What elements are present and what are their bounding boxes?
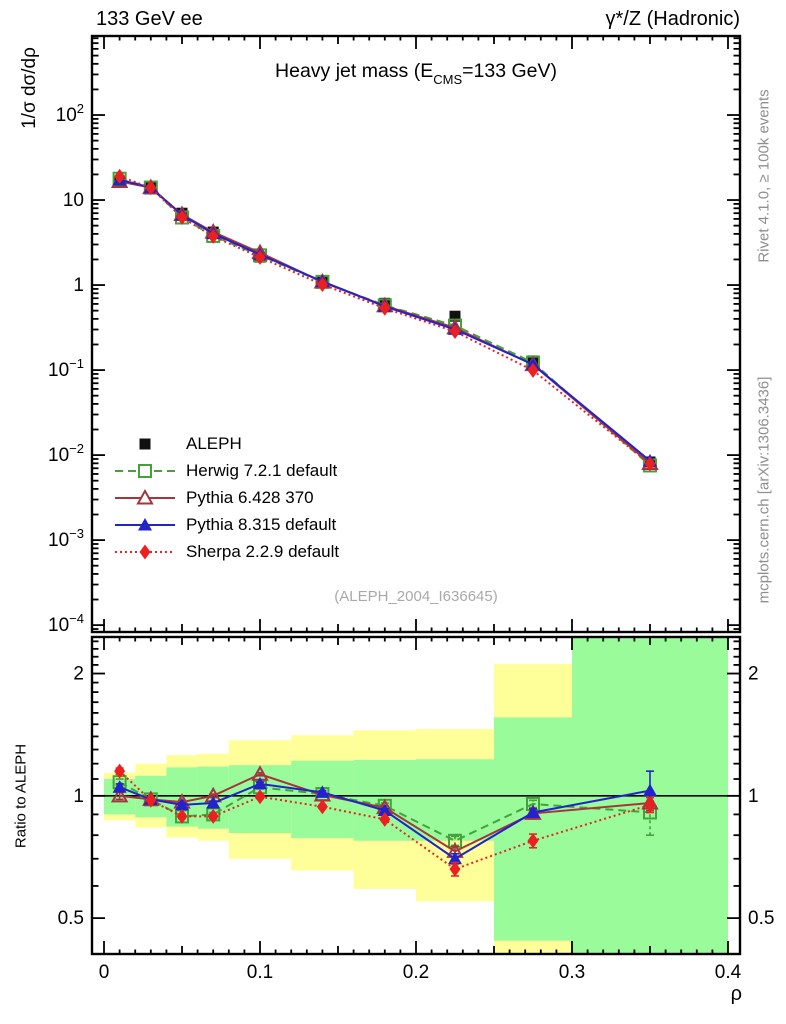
axis-ticks	[92, 36, 740, 954]
svg-text:0.5: 0.5	[748, 908, 774, 929]
svg-text:0.1: 0.1	[247, 962, 273, 983]
svg-text:0.3: 0.3	[559, 962, 585, 983]
tick-labels: 102 10 1 10−1 10−2 10−3 10−4 2 2 1 1 0.5 0.5 0 0.1 0.2 0…	[48, 101, 774, 983]
analysis-id-watermark: (ALEPH_2004_I636645)	[334, 588, 498, 605]
legend-swatch	[115, 517, 175, 530]
legend-item-pythia6: Pythia 6.428 370	[114, 484, 339, 511]
svg-text:2: 2	[748, 664, 759, 685]
series-pythia6-main	[110, 172, 659, 470]
header-beam-info: 133 GeV ee	[96, 8, 203, 30]
series-sherpa-main	[114, 168, 656, 472]
svg-text:0: 0	[99, 962, 110, 983]
series-sherpa-ratio	[114, 763, 656, 877]
mcplots-arxiv-note: mcplots.cern.ch [arXiv:1306.3436]	[755, 376, 773, 604]
svg-text:1: 1	[73, 786, 84, 807]
plot-title-subscript: CMS	[433, 72, 463, 87]
legend-item-aleph: ALEPH	[114, 430, 339, 457]
svg-text:10: 10	[63, 190, 84, 211]
ratio-y-axis-label: Ratio to ALEPH	[12, 743, 30, 849]
ratio-panel-series	[110, 763, 659, 877]
rivet-version-note: Rivet 4.1.0, ≥ 100k events	[755, 89, 773, 263]
legend-swatch	[115, 463, 175, 478]
svg-text:10−2: 10−2	[48, 441, 84, 466]
legend-swatch	[139, 438, 151, 449]
legend-label: Herwig 7.2.1 default	[186, 460, 338, 480]
legend-item-herwig: Herwig 7.2.1 default	[114, 457, 339, 484]
svg-text:10−3: 10−3	[48, 526, 84, 551]
legend-label: Pythia 8.315 default	[186, 514, 337, 534]
svg-text:0.4: 0.4	[715, 962, 742, 983]
header-process-info: γ*/Z (Hadronic)	[605, 8, 740, 30]
svg-text:0.5: 0.5	[58, 908, 84, 929]
svg-text:1: 1	[748, 786, 759, 807]
svg-text:1: 1	[73, 275, 84, 296]
svg-text:2: 2	[73, 664, 84, 685]
legend-item-sherpa: Sherpa 2.2.9 default	[114, 538, 339, 565]
series-pythia8-ratio	[112, 770, 657, 865]
legend-label: Pythia 6.428 370	[186, 487, 314, 507]
series-aleph-markers	[114, 176, 656, 468]
legend-swatch	[115, 488, 175, 504]
plot-title-pre: Heavy jet mass (E	[275, 60, 434, 82]
series-pythia8-main	[112, 172, 657, 467]
plot-title-post: =133 GeV)	[462, 60, 557, 82]
svg-text:0.2: 0.2	[403, 962, 429, 983]
y-axis-label: 1/σ dσ/dρ	[19, 47, 40, 129]
svg-text:102: 102	[56, 101, 84, 126]
legend-label: ALEPH	[186, 433, 242, 453]
legend-label: Sherpa 2.2.9 default	[186, 541, 340, 561]
legend: ALEPH Herwig 7.2.1 default Pythia 6.428 …	[114, 430, 339, 565]
svg-text:10−1: 10−1	[48, 356, 84, 381]
x-axis-label: ρ	[730, 983, 742, 1005]
legend-swatch	[115, 544, 175, 559]
series-herwig-main	[112, 171, 657, 473]
plot-title: Heavy jet mass (ECMS=133 GeV)	[92, 60, 740, 87]
svg-text:10−4: 10−4	[48, 611, 84, 636]
main-panel-series	[110, 168, 659, 473]
legend-item-pythia8: Pythia 8.315 default	[114, 511, 339, 538]
